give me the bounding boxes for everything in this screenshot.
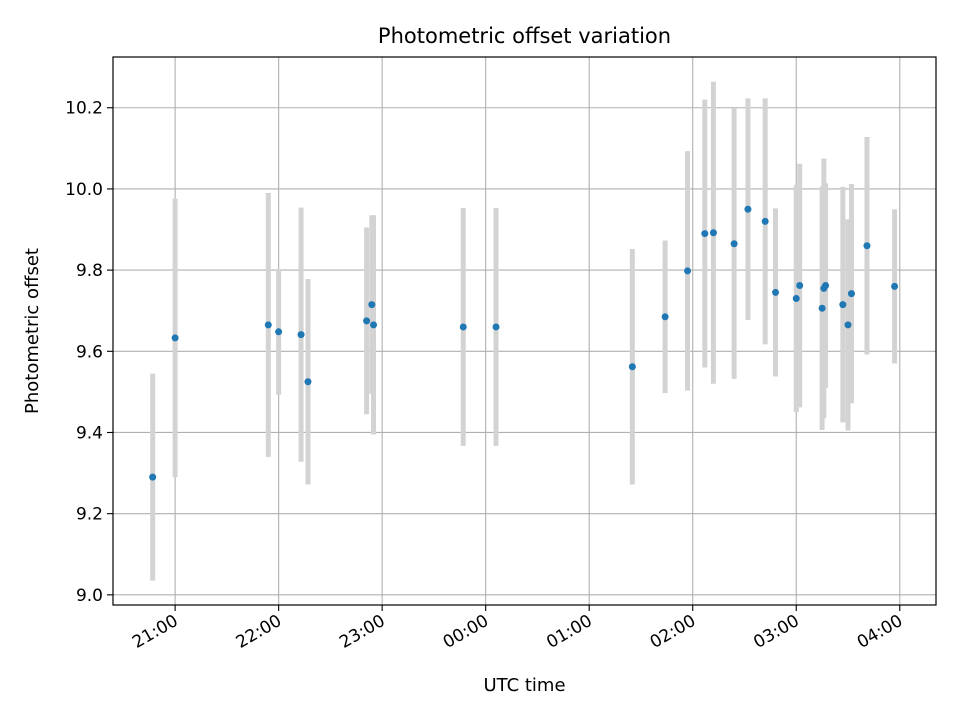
y-axis-label: Photometric offset [22, 248, 43, 414]
x-axis-label: UTC time [483, 675, 565, 696]
plot-frame [112, 56, 937, 606]
data-point [772, 288, 780, 296]
y-tick-label: 9.6 [76, 342, 103, 362]
y-tick-label: 9.4 [76, 423, 103, 443]
y-tick-label: 9.8 [76, 261, 103, 281]
data-points [149, 205, 899, 481]
data-point [863, 242, 871, 250]
data-point [792, 295, 800, 303]
data-point [492, 323, 500, 331]
data-point [628, 363, 636, 371]
data-point [796, 282, 804, 290]
y-tick-label: 10.0 [65, 180, 103, 200]
data-point [149, 473, 157, 481]
y-tick-label: 10.2 [65, 99, 103, 119]
data-point [171, 334, 179, 342]
data-point [275, 328, 283, 336]
data-point [818, 304, 826, 312]
data-point [709, 229, 717, 237]
data-point [844, 321, 852, 329]
y-axis-ticks: 9.0 9.2 9.4 9.6 9.8 10.0 10.2 [65, 99, 113, 606]
data-point [730, 240, 738, 248]
data-point [459, 323, 467, 331]
data-point [744, 205, 752, 213]
data-point [839, 301, 847, 309]
data-point [297, 331, 305, 339]
data-point [304, 378, 312, 386]
data-point [761, 217, 769, 225]
data-point [701, 230, 709, 238]
grid [113, 57, 936, 605]
data-point [661, 313, 669, 321]
data-point [370, 321, 378, 329]
y-tick-label: 9.2 [76, 505, 103, 525]
data-point [891, 282, 899, 290]
data-point [822, 282, 830, 290]
data-point [684, 267, 692, 275]
y-tick-label: 9.0 [76, 586, 103, 606]
data-point [264, 321, 272, 329]
data-point [847, 290, 855, 298]
data-point [368, 301, 376, 309]
data-point [363, 317, 371, 325]
chart-title: Photometric offset variation [378, 24, 671, 48]
